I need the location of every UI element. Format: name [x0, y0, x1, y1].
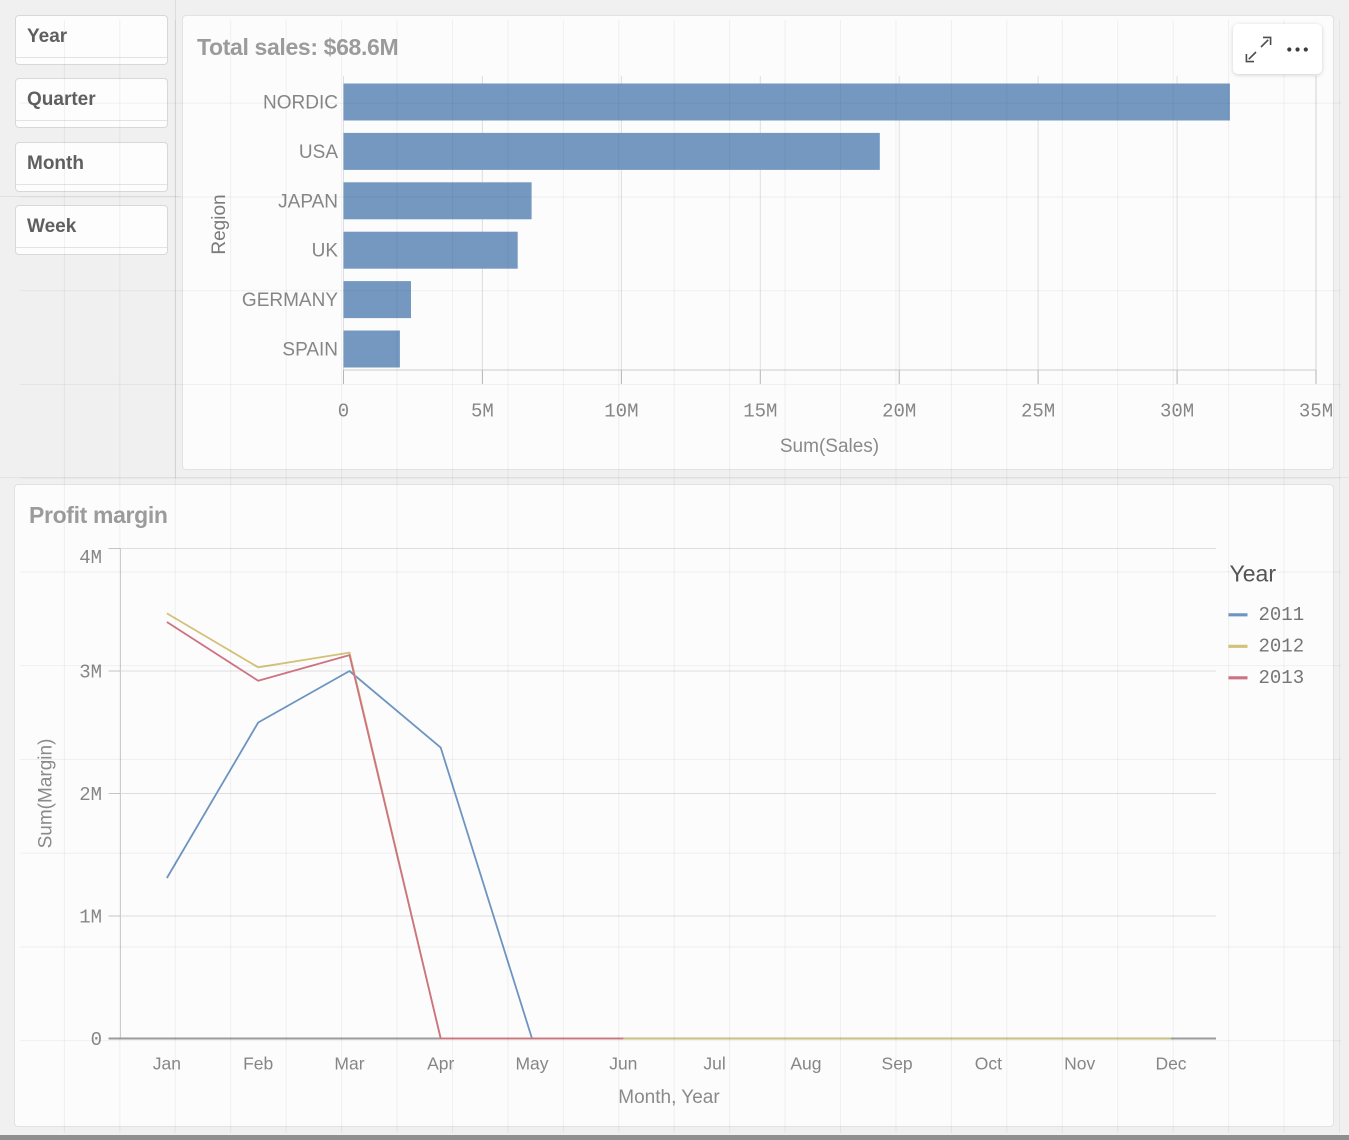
- svg-text:May: May: [515, 1054, 548, 1074]
- svg-text:25M: 25M: [1021, 401, 1055, 423]
- svg-text:Jun: Jun: [609, 1054, 637, 1074]
- svg-text:20M: 20M: [882, 401, 916, 423]
- svg-text:Dec: Dec: [1155, 1054, 1186, 1074]
- svg-text:UK: UK: [312, 241, 339, 262]
- svg-text:3M: 3M: [79, 662, 102, 684]
- svg-text:30M: 30M: [1160, 401, 1194, 423]
- svg-text:Month, Year: Month, Year: [618, 1087, 720, 1108]
- svg-text:SPAIN: SPAIN: [282, 340, 338, 361]
- svg-text:Region: Region: [209, 194, 230, 254]
- svg-text:Year: Year: [1230, 560, 1277, 586]
- svg-text:2012: 2012: [1259, 635, 1305, 657]
- svg-text:Jul: Jul: [703, 1054, 725, 1074]
- svg-text:0: 0: [338, 401, 349, 423]
- svg-text:0: 0: [91, 1029, 102, 1051]
- svg-text:Sep: Sep: [882, 1054, 913, 1074]
- svg-text:GERMANY: GERMANY: [242, 290, 338, 311]
- svg-text:Sum(Margin): Sum(Margin): [36, 739, 57, 849]
- svg-text:10M: 10M: [604, 401, 638, 423]
- svg-text:2013: 2013: [1259, 667, 1305, 689]
- svg-text:2M: 2M: [79, 784, 102, 806]
- svg-text:Feb: Feb: [243, 1054, 273, 1074]
- svg-text:Aug: Aug: [790, 1054, 821, 1074]
- svg-text:15M: 15M: [743, 401, 777, 423]
- svg-text:Jan: Jan: [153, 1054, 181, 1074]
- svg-text:1M: 1M: [79, 907, 102, 929]
- svg-text:NORDIC: NORDIC: [263, 93, 338, 114]
- svg-text:2011: 2011: [1259, 604, 1305, 626]
- svg-text:Nov: Nov: [1064, 1054, 1095, 1074]
- svg-text:35M: 35M: [1299, 401, 1333, 423]
- svg-text:Oct: Oct: [975, 1054, 1002, 1074]
- svg-text:Apr: Apr: [427, 1054, 454, 1074]
- svg-text:Sum(Sales): Sum(Sales): [780, 436, 879, 457]
- svg-text:USA: USA: [299, 142, 338, 163]
- svg-text:4M: 4M: [79, 547, 102, 569]
- svg-text:Mar: Mar: [334, 1054, 364, 1074]
- svg-text:5M: 5M: [471, 401, 494, 423]
- svg-text:JAPAN: JAPAN: [278, 191, 338, 212]
